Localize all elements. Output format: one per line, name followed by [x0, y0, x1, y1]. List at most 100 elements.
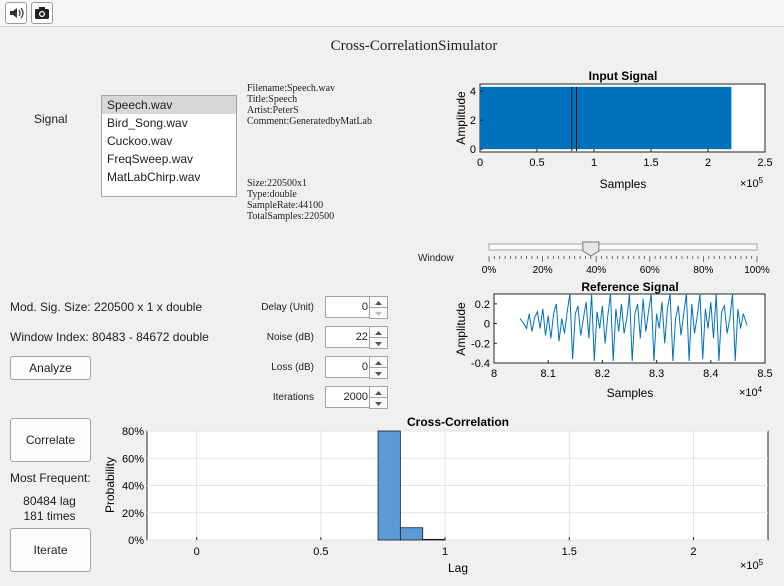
reference-signal-line — [519, 293, 748, 362]
total-samples-text: TotalSamples:220500 — [247, 211, 335, 222]
window-index-text: Window Index: 80483 - 84672 double — [10, 330, 209, 344]
input-chart-title: Input Signal — [589, 69, 658, 83]
delay-label: Delay (Unit) — [261, 302, 314, 313]
iterations-down-arrow-icon[interactable] — [369, 397, 388, 409]
loss-down-arrow-icon[interactable] — [369, 367, 388, 379]
iterations-label: Iterations — [272, 392, 314, 403]
comment-text: Comment:GeneratedbyMatLab — [247, 116, 372, 127]
delay-down-arrow-icon[interactable] — [369, 307, 388, 319]
artist-text: Artist:PeterS — [247, 105, 299, 116]
list-item-freqsweep[interactable]: FreqSweep.wav — [107, 152, 194, 166]
x-tick-label: 8.3 — [649, 368, 664, 380]
input-ylabel: Amplitude — [454, 91, 468, 145]
reference-x-exponent: ×104 — [739, 385, 763, 400]
slider-track[interactable] — [488, 243, 758, 251]
xcorr-xlabel: Lag — [448, 561, 468, 575]
iterate-button[interactable]: Iterate — [10, 528, 91, 572]
x-tick-label: 8.4 — [703, 368, 718, 380]
most-frequent-lag: 80484 lag — [23, 494, 76, 508]
signal-properties: Size:220500x1 Type:double SampleRate:441… — [247, 178, 334, 222]
loss-spinner[interactable]: 0 — [325, 356, 388, 379]
noise-spinner[interactable]: 22 — [325, 326, 388, 349]
x-tick-label: 0.5 — [529, 157, 544, 169]
file-metadata: Filename:Speech.wav Title:Speech Artist:… — [247, 83, 372, 127]
list-item-bird-song[interactable]: Bird_Song.wav — [107, 116, 188, 130]
analyze-button[interactable]: Analyze — [10, 356, 91, 380]
xcorr-x-exponent: ×105 — [740, 558, 764, 573]
figure-toolbar — [0, 0, 784, 27]
correlate-button[interactable]: Correlate — [10, 418, 91, 462]
x-tick-label: 1.5 — [562, 546, 577, 558]
reference-chart-title: Reference Signal — [581, 280, 678, 294]
noise-input[interactable]: 22 — [325, 326, 371, 348]
signal-listbox[interactable]: Speech.wav Bird_Song.wav Cuckoo.wav Freq… — [101, 95, 237, 197]
reference-signal-chart: Reference Signal 8 8.1 8.2 8.3 8.4 8.5 0.2 0 -0.… — [454, 280, 773, 400]
x-tick-label: 0 — [477, 157, 483, 169]
y-tick-label: 0 — [484, 319, 490, 331]
speaker-icon[interactable] — [5, 2, 27, 24]
mod-sig-size-text: Mod. Sig. Size: 220500 x 1 x double — [10, 300, 203, 314]
noise-down-arrow-icon[interactable] — [369, 337, 388, 349]
y-tick-label: 20% — [122, 508, 144, 520]
reference-xlabel: Samples — [607, 386, 654, 400]
x-tick-label: 1 — [591, 157, 597, 169]
delay-spinner[interactable]: 0 — [325, 296, 388, 319]
x-tick-label: 0.5 — [313, 546, 328, 558]
noise-label: Noise (dB) — [266, 332, 314, 343]
y-tick-label: 0.2 — [475, 299, 490, 311]
camera-icon[interactable] — [31, 2, 53, 24]
list-item-speech[interactable]: Speech.wav — [102, 96, 236, 114]
iterations-input[interactable]: 2000 — [325, 386, 371, 408]
x-tick-label: 2 — [690, 546, 696, 558]
window-slider[interactable]: 0% 20% 40% 60% 80% 100% — [480, 240, 780, 276]
x-tick-label: 2 — [705, 157, 711, 169]
app-title: Cross-CorrelationSimulator — [330, 38, 498, 54]
type-text: Type:double — [247, 189, 297, 200]
y-tick-label: 0% — [128, 535, 144, 547]
iterations-spinner[interactable]: 2000 — [325, 386, 388, 409]
input-signal-band — [480, 86, 732, 150]
x-tick-label: 8 — [491, 368, 497, 380]
y-tick-label: -0.4 — [471, 358, 490, 370]
x-tick-label: 8.5 — [757, 368, 772, 380]
histogram-bar — [399, 527, 424, 541]
signal-label: Signal — [34, 112, 68, 126]
loss-input[interactable]: 0 — [325, 356, 371, 378]
slider-tick-label: 60% — [640, 265, 660, 276]
reference-ylabel: Amplitude — [454, 302, 468, 356]
list-item-cuckoo[interactable]: Cuckoo.wav — [107, 134, 173, 148]
input-xlabel: Samples — [600, 177, 647, 191]
slider-tick-label: 0% — [482, 265, 497, 276]
y-tick-label: -0.2 — [471, 338, 490, 350]
x-tick-label: 8.2 — [595, 368, 610, 380]
histogram-bar — [377, 430, 401, 541]
window-label: Window — [418, 253, 454, 264]
most-frequent-times: 181 times — [23, 509, 76, 523]
list-item-matlabchirp[interactable]: MatLabChirp.wav — [107, 170, 201, 184]
x-tick-label: 1 — [442, 546, 448, 558]
y-tick-label: 60% — [122, 453, 144, 465]
slider-thumb[interactable] — [582, 241, 600, 257]
delay-input[interactable]: 0 — [325, 296, 371, 318]
slider-tick-label: 40% — [586, 265, 606, 276]
loss-label: Loss (dB) — [271, 362, 314, 373]
title-text: Title:Speech — [247, 94, 298, 105]
y-tick-label: 0 — [470, 144, 476, 156]
input-signal-chart: Input Signal 0 0.5 1 1.5 2 2.5 0 2 4 Samples Amp… — [454, 69, 773, 191]
x-tick-label: 2.5 — [757, 157, 772, 169]
xcorr-ylabel: Probability — [103, 457, 117, 513]
input-x-exponent: ×105 — [740, 176, 764, 191]
filename-text: Filename:Speech.wav — [247, 83, 336, 94]
y-tick-label: 40% — [122, 481, 144, 493]
x-tick-label: 1.5 — [643, 157, 658, 169]
most-frequent-heading: Most Frequent: — [10, 471, 91, 485]
slider-tick-label: 20% — [533, 265, 553, 276]
slider-tick-label: 100% — [744, 265, 770, 276]
xcorr-chart-title: Cross-Correlation — [407, 415, 509, 429]
cross-correlation-chart: Cross-Correlation 0 0.5 1 1.5 20%20%40%60%80… — [103, 415, 769, 575]
y-tick-label: 2 — [470, 115, 476, 127]
sample-rate-text: SampleRate:44100 — [247, 200, 324, 211]
x-tick-label: 8.1 — [541, 368, 556, 380]
histogram-bar — [422, 538, 446, 541]
y-tick-label: 80% — [122, 426, 144, 438]
